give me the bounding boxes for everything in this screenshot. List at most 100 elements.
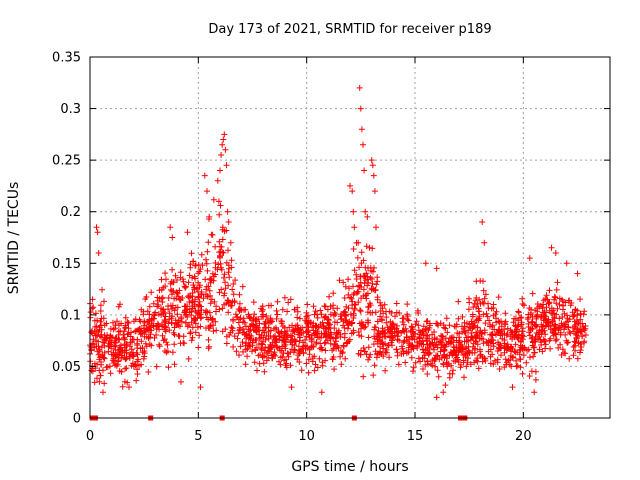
data-point bbox=[419, 337, 426, 344]
data-point bbox=[233, 348, 240, 355]
data-point bbox=[474, 355, 481, 362]
data-point bbox=[368, 157, 375, 164]
data-point bbox=[165, 364, 172, 371]
data-point bbox=[491, 357, 498, 364]
y-tick-label: 0.2 bbox=[60, 205, 81, 220]
data-point bbox=[144, 308, 151, 315]
data-point bbox=[469, 313, 476, 320]
data-point bbox=[514, 334, 521, 341]
data-point bbox=[87, 309, 94, 316]
data-point bbox=[245, 326, 252, 333]
data-point bbox=[364, 319, 371, 326]
data-point bbox=[198, 290, 205, 297]
plot-frame bbox=[89, 56, 611, 419]
data-point bbox=[370, 172, 377, 179]
data-point bbox=[297, 334, 304, 341]
data-point bbox=[574, 312, 581, 319]
data-point bbox=[95, 250, 102, 256]
data-point bbox=[258, 345, 264, 352]
data-point bbox=[317, 307, 324, 314]
data-point bbox=[158, 312, 165, 318]
data-point bbox=[567, 330, 574, 337]
data-point bbox=[501, 340, 508, 347]
data-point bbox=[295, 331, 302, 338]
data-point bbox=[423, 338, 430, 345]
data-point bbox=[412, 359, 419, 366]
data-point bbox=[97, 318, 104, 325]
data-point bbox=[482, 291, 489, 298]
data-point bbox=[358, 319, 365, 326]
data-point bbox=[360, 141, 366, 148]
data-point bbox=[203, 308, 210, 314]
data-point bbox=[125, 320, 132, 326]
data-point bbox=[441, 324, 448, 331]
data-point bbox=[552, 337, 559, 344]
data-point bbox=[216, 211, 223, 218]
data-point bbox=[119, 352, 126, 359]
data-point bbox=[159, 294, 166, 301]
data-point bbox=[408, 354, 415, 361]
data-point bbox=[203, 283, 210, 290]
data-point bbox=[577, 296, 584, 303]
data-point bbox=[520, 352, 527, 359]
data-point bbox=[258, 332, 265, 339]
data-point bbox=[267, 327, 274, 334]
data-point bbox=[369, 245, 376, 252]
data-point bbox=[336, 277, 343, 284]
data-point bbox=[542, 323, 549, 329]
data-point bbox=[267, 345, 274, 352]
data-point bbox=[487, 338, 494, 345]
x-tick-label: 15 bbox=[407, 429, 424, 444]
data-point bbox=[307, 319, 314, 326]
data-point bbox=[578, 344, 585, 350]
data-point bbox=[226, 274, 233, 281]
data-point bbox=[358, 249, 365, 256]
data-point bbox=[223, 300, 230, 307]
data-point bbox=[166, 316, 173, 323]
data-point bbox=[383, 308, 389, 315]
axis-ticks: 0 5 10 15 20 0 0.05 0.1 0.15 0.2 0.25 0.3 0.35 bbox=[52, 51, 610, 444]
data-point bbox=[385, 342, 392, 349]
data-point bbox=[232, 311, 239, 318]
data-point bbox=[495, 294, 502, 301]
data-point bbox=[111, 352, 117, 359]
data-point bbox=[88, 329, 95, 336]
data-point bbox=[557, 341, 564, 348]
data-point bbox=[189, 290, 196, 296]
data-point bbox=[466, 324, 473, 331]
data-point bbox=[561, 321, 568, 328]
data-point bbox=[423, 318, 430, 325]
data-point bbox=[288, 337, 295, 344]
data-point bbox=[455, 315, 462, 322]
data-point bbox=[139, 330, 146, 336]
data-point bbox=[516, 356, 523, 362]
data-point bbox=[192, 275, 199, 282]
data-point bbox=[422, 260, 429, 267]
data-point bbox=[507, 352, 514, 359]
data-point bbox=[391, 332, 398, 339]
data-point bbox=[473, 295, 480, 301]
data-point bbox=[501, 320, 508, 327]
data-point bbox=[410, 368, 416, 375]
data-point bbox=[186, 294, 192, 301]
data-point bbox=[281, 357, 288, 364]
data-point bbox=[146, 316, 153, 323]
data-point bbox=[398, 351, 405, 357]
data-point bbox=[465, 337, 472, 344]
data-point bbox=[199, 262, 206, 269]
data-point bbox=[280, 350, 287, 356]
data-point bbox=[340, 279, 347, 286]
data-point bbox=[484, 313, 491, 320]
data-point bbox=[532, 376, 539, 383]
data-point bbox=[102, 334, 109, 341]
data-point bbox=[572, 339, 579, 346]
data-point bbox=[433, 265, 440, 272]
data-point bbox=[373, 354, 380, 361]
data-point bbox=[277, 361, 284, 368]
data-point bbox=[239, 283, 246, 290]
data-point bbox=[495, 327, 502, 334]
data-point bbox=[126, 384, 132, 391]
data-point bbox=[198, 314, 205, 321]
data-point bbox=[156, 343, 163, 350]
data-point bbox=[191, 303, 198, 310]
